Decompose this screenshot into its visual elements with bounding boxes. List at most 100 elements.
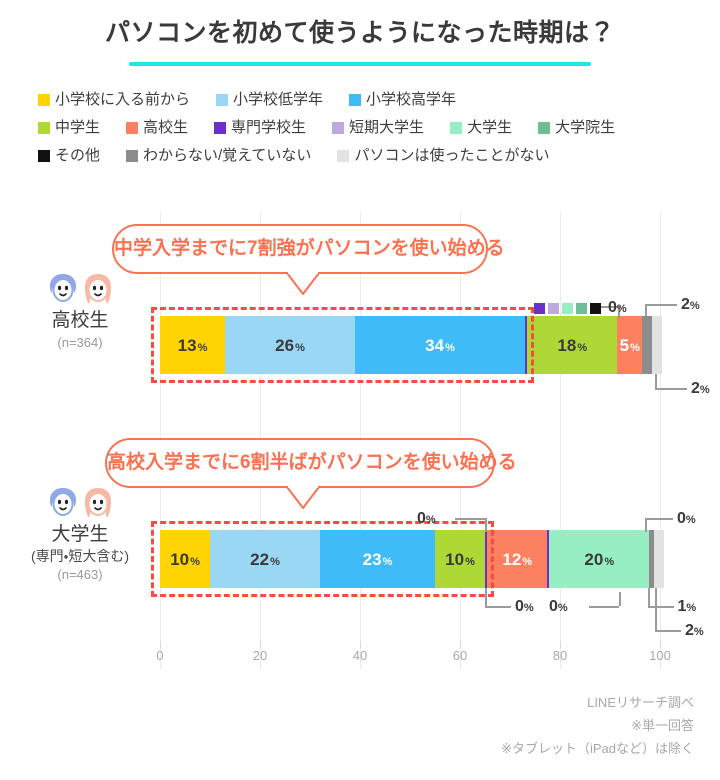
legend-item[interactable]: パソコンは使ったことがない (337, 148, 549, 163)
external-value-label: 2% (691, 380, 710, 397)
avatar (5, 272, 155, 306)
legend-item[interactable]: 短期大学生 (332, 120, 424, 135)
bar-segment[interactable]: 20% (549, 530, 650, 588)
legend-row: その他 わからない/覚えていない パソコンは使ったことがない (26, 148, 694, 163)
bar-segment[interactable]: 12% (487, 530, 548, 588)
legend-item-label: その他 (55, 147, 101, 164)
bar-segment-value: 26% (275, 335, 305, 355)
percent-sign: % (693, 626, 704, 638)
legend-item[interactable]: 大学生 (450, 120, 512, 135)
bar-segment-value: 10% (445, 549, 475, 569)
bar-segment[interactable]: 22% (210, 530, 320, 588)
percent-sign: % (465, 555, 475, 568)
gridline (560, 212, 561, 669)
axis-tick-mark (260, 641, 261, 648)
stacked-bar[interactable]: 13% 26% 34% 18% 5% (160, 316, 663, 374)
footer-line: ※単一回答 (631, 717, 694, 733)
callout-tail-icon (286, 484, 320, 509)
percent-sign: % (445, 341, 455, 354)
percent-sign: % (197, 341, 208, 354)
bar-segment[interactable]: 34% (355, 316, 525, 374)
girl-face-icon (84, 488, 111, 518)
percent-sign: % (522, 555, 533, 568)
callout-bubble: 高校入学までに6割半ばがパソコンを使い始める (105, 438, 517, 488)
bar-segment-value: 34% (425, 335, 455, 355)
percent-sign: % (616, 303, 627, 315)
boy-face-icon (49, 488, 76, 516)
bar-segment-value: 23% (362, 549, 393, 569)
bar-segment[interactable] (642, 316, 653, 374)
legend-item[interactable]: 専門学校生 (214, 120, 306, 135)
zero-swatch-icon (590, 302, 601, 314)
bar-segment[interactable]: 26% (225, 316, 355, 374)
row-label-sample-size: (n=463) (57, 566, 103, 582)
bar-segment[interactable] (654, 530, 665, 588)
legend-swatch-icon (450, 121, 463, 134)
bar-segment[interactable] (485, 530, 488, 588)
x-axis-tick-label: 20 (252, 648, 268, 663)
bar-segment[interactable]: 10% (160, 530, 210, 588)
x-axis-tick-label: 40 (352, 648, 368, 663)
x-axis-tick-label: 100 (649, 648, 671, 663)
bar-segment[interactable]: 5% (617, 316, 643, 374)
percent-sign: % (577, 341, 588, 354)
percent-sign: % (190, 555, 200, 568)
title-block: パソコンを初めて使うようになった時期は？ (0, 0, 720, 66)
legend-swatch-icon (38, 121, 50, 134)
gridline (660, 212, 661, 669)
zero-swatch-icon (534, 302, 545, 314)
legend-item-label: 小学校低学年 (233, 91, 324, 108)
legend-item[interactable]: その他 (38, 148, 100, 163)
bar-segment[interactable] (547, 530, 550, 588)
external-value-label: 1% (677, 598, 697, 615)
row-label-sub: (専門・短大含む) (30, 547, 130, 564)
external-value-label: 0% (677, 510, 696, 527)
percent-sign: % (685, 514, 696, 526)
legend-item-label: わからない/覚えていない (143, 147, 312, 164)
axis-tick-mark (460, 641, 461, 648)
bar-segment-value: 20% (584, 549, 615, 569)
callout-bubble: 中学入学までに7割強がパソコンを使い始める (112, 224, 505, 274)
axis-tick-mark (660, 641, 661, 648)
stacked-bar[interactable]: 10% 22% 23% 10% 12% 20% (160, 530, 665, 588)
bar-segment[interactable]: 18% (527, 316, 618, 374)
axis-tick-mark (560, 641, 561, 648)
bar-segment[interactable]: 13% (160, 316, 225, 374)
row-label-highschool: 高校生 (n=364) (5, 272, 155, 352)
legend-item[interactable]: 大学院生 (538, 120, 615, 135)
bar-segment-value: 5% (619, 335, 640, 355)
legend-swatch-icon (332, 121, 345, 134)
bar-segment[interactable] (652, 316, 663, 374)
legend-item[interactable]: わからない/覚えていない (126, 148, 311, 163)
footer-line: LINEリサーチ調べ (587, 695, 694, 710)
percent-sign: % (425, 514, 436, 526)
legend-item[interactable]: 小学校高学年 (349, 92, 456, 107)
legend-swatch-icon (349, 93, 362, 106)
bar-segment[interactable] (525, 316, 528, 374)
legend-item-label: 小学校高学年 (366, 91, 457, 108)
zero-swatch-icon (562, 302, 573, 314)
legend-item[interactable]: 高校生 (126, 120, 188, 135)
title-underline (129, 62, 591, 66)
percent-sign: % (604, 555, 615, 568)
legend-swatch-icon (38, 149, 50, 162)
legend-swatch-icon (126, 121, 139, 134)
legend-item[interactable]: 中学生 (38, 120, 100, 135)
legend-item[interactable]: 小学校に入る前から (38, 92, 190, 107)
chart-legend: 小学校に入る前から 小学校低学年 小学校高学年中学生 高校生 専門学校生 短期大学生 大学生… (0, 92, 720, 163)
bar-segment[interactable] (649, 530, 655, 588)
bar-segment-value: 22% (250, 549, 280, 569)
percent-sign: % (295, 341, 305, 354)
legend-item[interactable]: 小学校低学年 (216, 92, 323, 107)
bar-segment[interactable]: 10% (435, 530, 485, 588)
row-label-university: 大学生 (専門・短大含む) (n=463) (5, 486, 155, 584)
bar-segment[interactable]: 23% (320, 530, 435, 588)
percent-sign: % (686, 602, 697, 614)
legend-item-label: 大学院生 (555, 119, 616, 136)
percent-sign: % (523, 602, 534, 614)
external-value-label: 0% (515, 598, 534, 615)
bar-segment-value: 13% (177, 335, 208, 355)
legend-item-label: 中学生 (55, 119, 101, 136)
bar-segment-value: 10% (170, 549, 200, 569)
legend-row: 小学校に入る前から 小学校低学年 小学校高学年 (26, 92, 694, 107)
